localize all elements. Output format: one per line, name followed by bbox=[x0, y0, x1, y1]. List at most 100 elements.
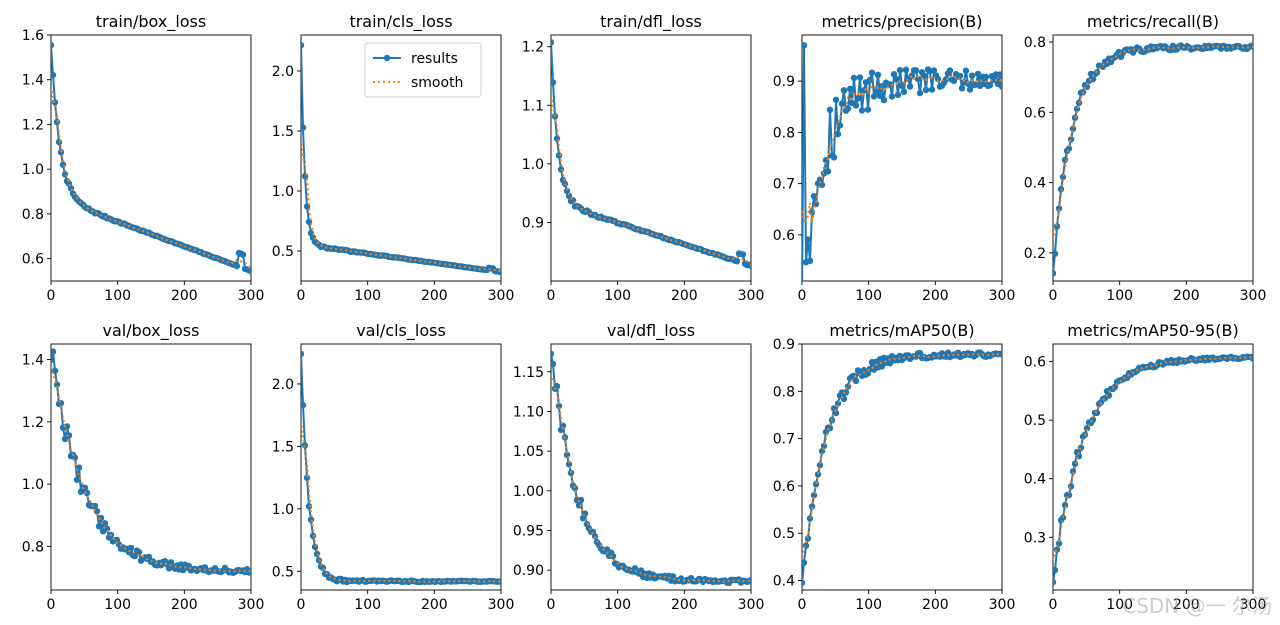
x-tick-label: 100 bbox=[1106, 597, 1133, 613]
x-tick-label: 0 bbox=[547, 597, 556, 613]
x-tick-label: 0 bbox=[47, 288, 56, 304]
y-tick-label: 0.2 bbox=[1024, 246, 1046, 262]
results-point bbox=[942, 76, 950, 83]
results-point bbox=[51, 71, 57, 79]
y-tick-label: 0.5 bbox=[1024, 413, 1046, 429]
results-line bbox=[51, 351, 251, 574]
results-point bbox=[868, 69, 876, 76]
results-point bbox=[59, 161, 67, 168]
results-point bbox=[898, 82, 906, 90]
results-point bbox=[301, 350, 305, 358]
results-point bbox=[551, 39, 555, 46]
results-point bbox=[551, 79, 557, 86]
plot-area bbox=[551, 350, 751, 586]
results-point bbox=[874, 71, 882, 79]
results-point bbox=[1077, 444, 1085, 451]
subplot-title: val/cls_loss bbox=[356, 321, 446, 341]
x-tick-label: 300 bbox=[238, 597, 265, 613]
plot-area bbox=[51, 41, 251, 275]
axes-frame bbox=[550, 343, 752, 591]
x-tick-label: 300 bbox=[1240, 288, 1267, 304]
results-point bbox=[934, 75, 942, 83]
plot-area bbox=[802, 349, 1002, 587]
y-tick-label: 0.6 bbox=[773, 228, 795, 244]
results-point bbox=[551, 350, 555, 358]
subplot-metrics-map50-b: metrics/mAP50(B) 0 100 200 300 0.4 0.5 0.6 0.7 0.… bbox=[773, 321, 1016, 613]
results-point bbox=[1069, 125, 1077, 132]
smooth-line bbox=[802, 353, 1002, 558]
results-point bbox=[733, 258, 741, 265]
smooth-line bbox=[1053, 356, 1253, 562]
results-point bbox=[61, 171, 69, 178]
results-point bbox=[806, 257, 814, 264]
axes-frame bbox=[801, 343, 1003, 591]
results-point bbox=[555, 152, 563, 159]
smooth-line bbox=[551, 94, 751, 266]
results-point bbox=[850, 74, 858, 82]
results-point bbox=[810, 193, 818, 200]
subplot-val-box-loss: val/box_loss 0 100 200 300 0.8 1.0 1.2 1.4 bbox=[22, 321, 265, 613]
plot-area bbox=[1053, 42, 1253, 277]
y-tick-label: 0.8 bbox=[773, 384, 795, 400]
plot-area bbox=[1053, 353, 1253, 586]
subplot-title: metrics/mAP50-95(B) bbox=[1067, 321, 1238, 340]
results-point bbox=[319, 564, 327, 571]
results-point bbox=[894, 91, 902, 99]
results-point bbox=[922, 86, 930, 94]
smooth-line bbox=[551, 372, 751, 583]
results-point bbox=[1089, 76, 1097, 83]
results-point bbox=[313, 550, 321, 558]
y-tick-label: 1.0 bbox=[22, 477, 44, 493]
y-tick-label: 0.6 bbox=[1024, 355, 1046, 371]
results-point bbox=[886, 81, 894, 88]
plot-area bbox=[51, 348, 251, 576]
y-tick-label: 1.10 bbox=[513, 404, 544, 420]
x-tick-label: 200 bbox=[1173, 288, 1200, 304]
results-point bbox=[830, 154, 838, 161]
y-tick-label: 0.5 bbox=[272, 244, 294, 260]
subplot-title: metrics/recall(B) bbox=[1087, 12, 1219, 31]
y-tick-label: 0.8 bbox=[22, 539, 44, 555]
results-point bbox=[93, 508, 101, 515]
y-tick-label: 1.15 bbox=[513, 365, 544, 381]
results-point bbox=[916, 349, 924, 357]
results-point bbox=[1105, 392, 1113, 399]
results-point bbox=[842, 389, 850, 396]
results-point bbox=[826, 106, 834, 114]
y-tick-label: 0.8 bbox=[1024, 35, 1046, 51]
results-point bbox=[1067, 136, 1075, 143]
results-point bbox=[309, 532, 317, 540]
y-tick-label: 1.0 bbox=[272, 502, 294, 518]
results-point bbox=[946, 67, 954, 74]
results-point bbox=[51, 356, 55, 363]
results-point bbox=[1089, 416, 1097, 423]
results-point bbox=[892, 75, 900, 83]
results-point bbox=[135, 549, 143, 556]
results-point bbox=[1057, 186, 1065, 193]
results-point bbox=[83, 489, 91, 497]
results-point bbox=[131, 552, 139, 560]
results-point bbox=[802, 42, 808, 49]
results-point bbox=[565, 192, 573, 199]
results-point bbox=[1053, 250, 1059, 257]
results-line bbox=[1053, 355, 1253, 583]
results-point bbox=[91, 502, 99, 510]
x-tick-label: 100 bbox=[855, 288, 882, 304]
axes-frame bbox=[550, 34, 752, 282]
x-tick-label: 300 bbox=[238, 288, 265, 304]
y-tick-label: 0.9 bbox=[773, 337, 795, 353]
y-tick-label: 0.5 bbox=[773, 526, 795, 542]
x-tick-label: 100 bbox=[354, 597, 381, 613]
results-point bbox=[816, 461, 824, 469]
legend: results smooth bbox=[364, 42, 482, 98]
results-point bbox=[555, 402, 563, 410]
results-point bbox=[852, 102, 860, 109]
x-tick-label: 0 bbox=[297, 288, 306, 304]
x-tick-label: 0 bbox=[547, 288, 556, 304]
results-point bbox=[900, 88, 908, 96]
results-point bbox=[65, 432, 73, 439]
results-point bbox=[876, 92, 884, 100]
results-point bbox=[856, 74, 864, 81]
results-point bbox=[964, 80, 972, 87]
